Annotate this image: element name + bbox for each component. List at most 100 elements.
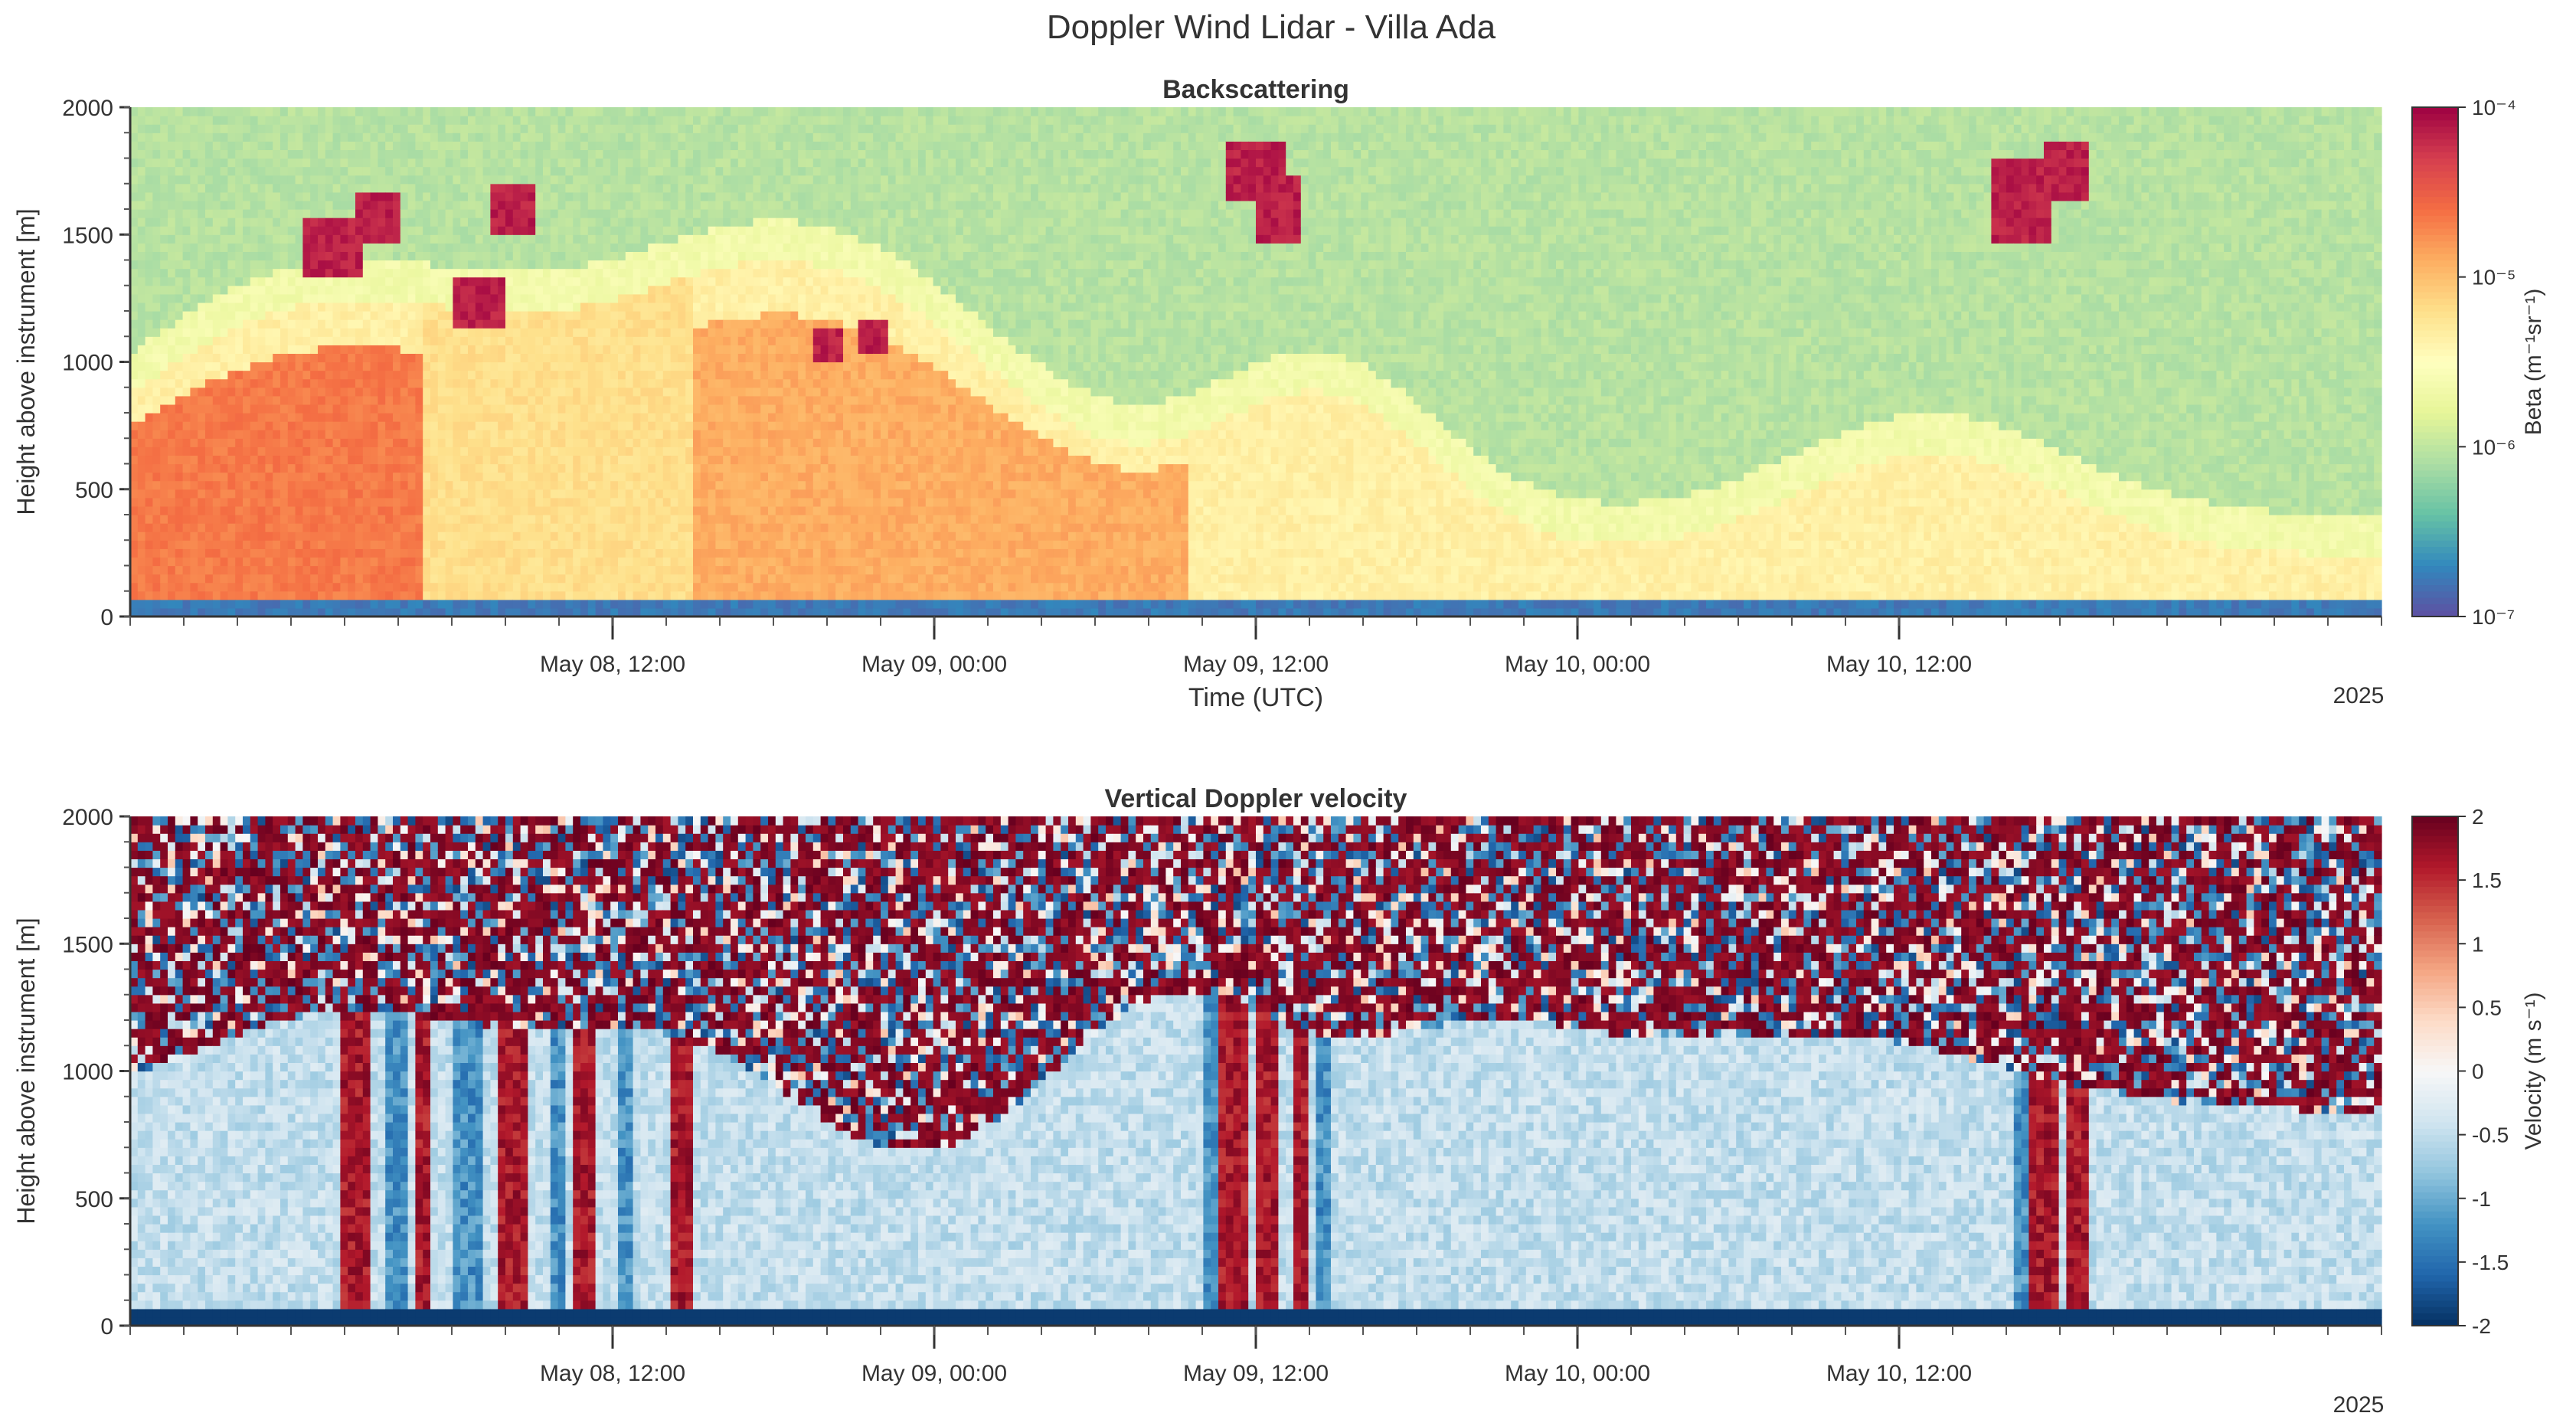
heatmap-cell: [490, 336, 499, 345]
heatmap-cell: [198, 260, 206, 270]
heatmap-cell: [490, 293, 499, 303]
heatmap-cell: [678, 268, 686, 278]
heatmap-cell: [753, 590, 761, 600]
heatmap-cell: [340, 387, 348, 397]
heatmap-cell: [723, 336, 731, 345]
heatmap-cell: [648, 209, 656, 218]
heatmap-cell: [340, 590, 348, 600]
heatmap-cell: [603, 607, 611, 617]
heatmap-cell: [137, 166, 146, 176]
heatmap-cell: [287, 548, 296, 558]
heatmap-cell: [700, 116, 709, 125]
heatmap-cell: [310, 260, 319, 270]
heatmap-cell: [400, 395, 409, 405]
heatmap-cell: [287, 285, 296, 295]
heatmap-cell: [708, 243, 716, 253]
heatmap-cell: [227, 430, 236, 439]
heatmap-cell: [528, 285, 536, 295]
heatmap-cell: [257, 404, 266, 414]
heatmap-cell: [715, 328, 724, 337]
heatmap-cell: [731, 268, 739, 278]
heatmap-cell: [378, 116, 386, 125]
heatmap-cell: [723, 345, 731, 355]
heatmap-cell: [512, 191, 521, 201]
heatmap-cell: [423, 336, 431, 345]
heatmap-cell: [257, 361, 266, 371]
heatmap-cell: [145, 226, 153, 235]
heatmap-cell: [460, 141, 469, 151]
heatmap-cell: [708, 285, 716, 295]
heatmap-cell: [490, 395, 499, 405]
heatmap-cell: [400, 557, 409, 567]
heatmap-cell: [618, 387, 626, 397]
heatmap-cell: [227, 540, 236, 549]
heatmap-cell: [355, 489, 364, 499]
heatmap-cell: [212, 404, 221, 414]
heatmap-cell: [190, 311, 198, 320]
heatmap-cell: [318, 319, 326, 329]
heatmap-cell: [332, 158, 341, 168]
heatmap-cell: [512, 336, 521, 345]
heatmap-cell: [640, 132, 649, 142]
heatmap-cell: [723, 607, 731, 617]
heatmap-cell: [460, 209, 469, 218]
heatmap-cell: [550, 234, 559, 244]
heatmap-cell: [355, 505, 364, 515]
heatmap-cell: [160, 540, 168, 549]
heatmap-cell: [512, 582, 521, 592]
heatmap-cell: [737, 293, 747, 303]
heatmap-cell: [190, 421, 198, 430]
heatmap-cell: [610, 472, 619, 482]
heatmap-cell: [175, 489, 184, 499]
heatmap-cell: [227, 243, 236, 253]
heatmap-cell: [152, 191, 161, 201]
heatmap-cell: [565, 209, 574, 218]
heatmap-cell: [407, 191, 416, 201]
heatmap-cell: [737, 446, 747, 456]
heatmap-cell: [220, 523, 228, 532]
heatmap-cell: [670, 243, 678, 253]
heatmap-cell: [708, 540, 716, 549]
heatmap-cell: [737, 430, 747, 439]
heatmap-cell: [190, 480, 198, 490]
heatmap-cell: [205, 395, 214, 405]
heatmap-cell: [227, 276, 236, 286]
heatmap-cell: [550, 328, 559, 337]
heatmap-cell: [655, 463, 664, 473]
heatmap-cell: [655, 345, 664, 355]
heatmap-cell: [168, 209, 176, 218]
heatmap-cell: [273, 413, 281, 422]
heatmap-cell: [498, 378, 506, 388]
heatmap-cell: [715, 565, 724, 575]
heatmap-cell: [625, 353, 634, 363]
heatmap-cell: [490, 158, 499, 168]
heatmap-cell: [332, 523, 341, 532]
heatmap-cell: [520, 430, 528, 439]
heatmap-cell: [587, 565, 597, 575]
heatmap-cell: [362, 209, 371, 218]
heatmap-cell: [445, 472, 453, 482]
heatmap-cell: [407, 523, 416, 532]
heatmap-cell: [475, 531, 484, 541]
heatmap-cell: [603, 141, 611, 151]
heatmap-cell: [520, 311, 528, 320]
heatmap-cell: [595, 590, 603, 600]
heatmap-cell: [670, 200, 678, 210]
heatmap-cell: [610, 217, 619, 227]
heatmap-cell: [723, 370, 731, 380]
heatmap-cell: [437, 276, 446, 286]
heatmap-cell: [655, 141, 664, 151]
heatmap-cell: [715, 472, 724, 482]
heatmap-cell: [415, 149, 423, 159]
heatmap-cell: [355, 430, 364, 439]
heatmap-cell: [302, 319, 311, 329]
heatmap-cell: [227, 353, 236, 363]
heatmap-cell: [580, 141, 589, 151]
heatmap-cell: [662, 395, 672, 405]
heatmap-cell: [520, 455, 528, 465]
heatmap-cell: [250, 132, 259, 142]
heatmap-cell: [603, 276, 611, 286]
heatmap-cell: [512, 463, 521, 473]
heatmap-cell: [145, 413, 153, 422]
heatmap-cell: [648, 361, 656, 371]
